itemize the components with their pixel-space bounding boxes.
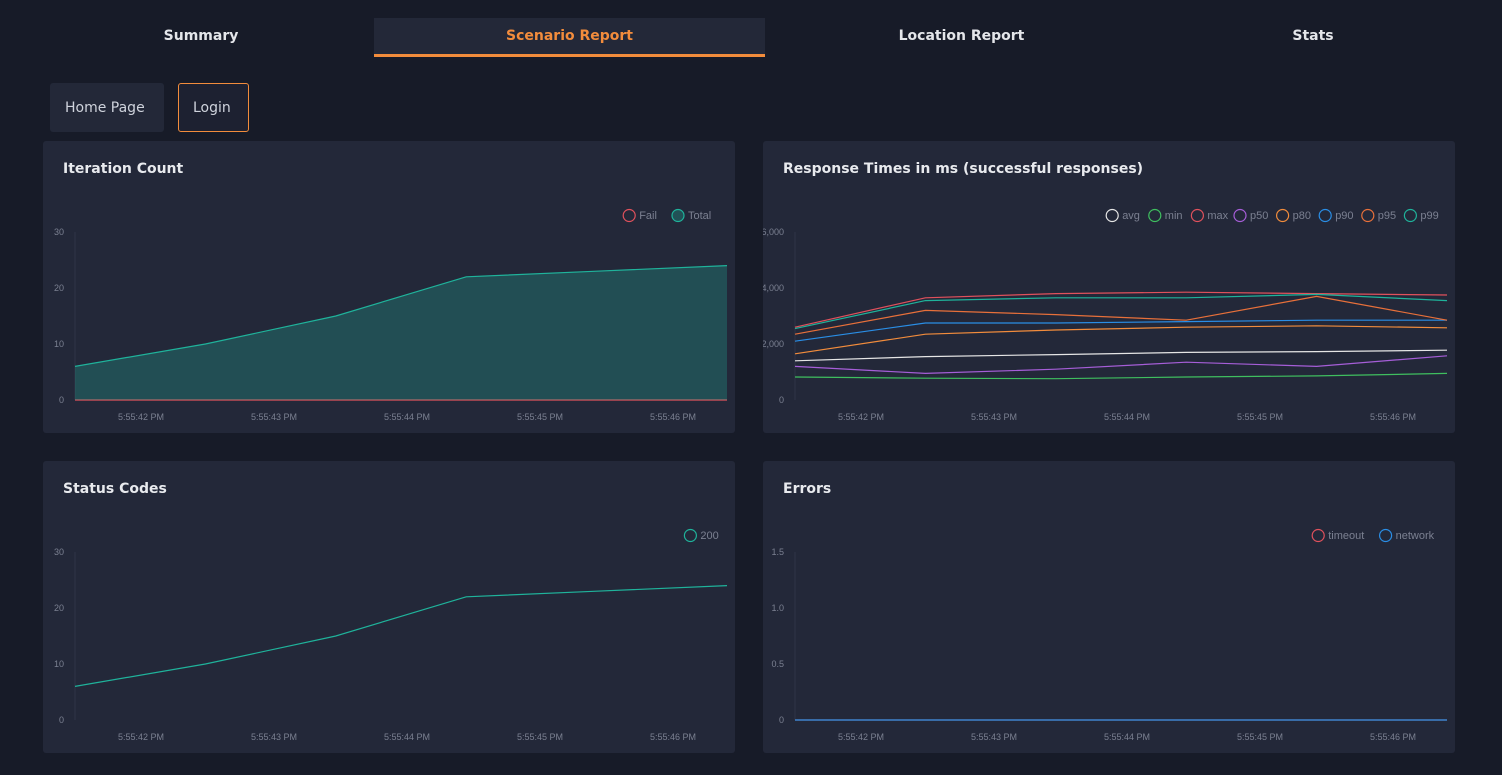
x-tick-label: 5:55:43 PM	[251, 732, 297, 742]
y-tick-label: 10	[54, 339, 64, 349]
legend-marker-p95	[1361, 208, 1375, 223]
series-line-avg	[794, 349, 1448, 362]
y-tick-label: 30	[54, 227, 64, 237]
series-line-p50	[794, 355, 1448, 375]
subtab-login[interactable]: Login	[178, 83, 249, 132]
legend-label-p50: p50	[1250, 210, 1268, 222]
y-tick-label: 0	[779, 395, 784, 405]
legend-marker-p50	[1233, 208, 1247, 223]
errors-panel: Errors 0 0.5 1.0 1.5 5:55:42 PM 5:55:43 PM 5:5…	[763, 461, 1455, 753]
tab-summary[interactable]: Summary	[163, 28, 239, 44]
tab-location-report[interactable]: Location Report	[898, 28, 1025, 44]
status-codes-chart: 0 10 20 30 5:55:42 PM 5:55:43 PM 5:55:44 PM 5:5…	[54, 528, 728, 742]
legend-label-p80: p80	[1293, 210, 1311, 222]
series-line-total	[74, 265, 728, 367]
series-line-min	[794, 372, 1448, 380]
x-tick-label: 5:55:45 PM	[517, 732, 563, 742]
y-tick-label: 20	[54, 283, 64, 293]
legend-label-p90: p90	[1335, 210, 1353, 222]
series-line-200	[74, 585, 728, 687]
y-tick-label: 0.5	[771, 659, 784, 669]
iteration-count-chart: 0 10 20 30 5:55:42 PM 5:55:43 PM 5:55:44 PM 5:5…	[54, 208, 728, 422]
legend-label-max: max	[1207, 210, 1228, 222]
x-tick-label: 5:55:44 PM	[1104, 732, 1150, 742]
x-tick-label: 5:55:45 PM	[1237, 732, 1283, 742]
legend-label-fail: Fail	[639, 210, 657, 222]
legend-marker-avg	[1105, 208, 1119, 223]
x-tick-label: 5:55:44 PM	[1104, 412, 1150, 422]
series-line-p90	[794, 319, 1447, 342]
tab-scenario-report[interactable]: Scenario Report	[374, 18, 765, 57]
x-tick-label: 5:55:42 PM	[838, 732, 884, 742]
legend-marker-200	[683, 528, 698, 543]
x-tick-label: 5:55:46 PM	[650, 412, 696, 422]
legend-label-total: Total	[688, 210, 711, 222]
panel-title: Iteration Count	[63, 161, 184, 177]
legend-label-p99: p99	[1420, 210, 1438, 222]
x-tick-label: 5:55:44 PM	[384, 732, 430, 742]
panel-title: Status Codes	[63, 481, 167, 497]
y-tick-label: 2,000	[763, 339, 784, 349]
series-line-p95	[794, 295, 1448, 335]
subtab-home-page[interactable]: Home Page	[50, 83, 164, 132]
series-line-p99	[794, 293, 1448, 330]
legend-label-p95: p95	[1378, 210, 1396, 222]
legend-marker-fail	[622, 208, 636, 223]
series-line-p80	[794, 325, 1448, 355]
x-tick-label: 5:55:45 PM	[517, 412, 563, 422]
legend-marker-total	[671, 208, 685, 223]
legend-marker-network	[1378, 528, 1393, 543]
y-tick-label: 6,000	[763, 227, 784, 237]
legend-marker-timeout	[1311, 528, 1325, 543]
x-tick-label: 5:55:42 PM	[118, 732, 164, 742]
x-tick-label: 5:55:45 PM	[1237, 412, 1283, 422]
report-tabs: Summary Scenario Report Location Report …	[0, 18, 1502, 57]
y-tick-label: 1.0	[771, 603, 784, 613]
panel-title: Response Times in ms (successful respons…	[783, 161, 1144, 177]
status-codes-panel: Status Codes 0 10 20 30 5:55:42 PM 5:55:43 PM…	[43, 461, 735, 753]
series-line-max	[794, 291, 1448, 328]
panel-title: Errors	[783, 481, 832, 497]
x-tick-label: 5:55:46 PM	[1370, 412, 1416, 422]
tab-stats[interactable]: Stats	[1292, 28, 1334, 44]
iteration-count-panel: Iteration Count 0 10 20 30 5:55:42 PM 5:55:43…	[43, 141, 735, 433]
y-tick-label: 30	[54, 547, 64, 557]
legend-marker-p99	[1403, 208, 1418, 223]
series-area-total	[75, 265, 727, 400]
y-tick-label: 0	[59, 395, 64, 405]
x-tick-label: 5:55:42 PM	[838, 412, 884, 422]
legend-marker-p90	[1318, 208, 1332, 223]
legend-marker-min	[1148, 208, 1162, 223]
y-tick-label: 1.5	[771, 547, 784, 557]
response-times-panel: Response Times in ms (successful respons…	[763, 141, 1455, 433]
y-tick-label: 0	[59, 715, 64, 725]
y-tick-label: 4,000	[763, 283, 784, 293]
x-tick-label: 5:55:43 PM	[251, 412, 297, 422]
x-tick-label: 5:55:42 PM	[118, 412, 164, 422]
x-tick-label: 5:55:43 PM	[971, 412, 1017, 422]
x-tick-label: 5:55:46 PM	[1370, 732, 1416, 742]
legend-label-min: min	[1165, 210, 1183, 222]
legend-label-200: 200	[700, 530, 718, 542]
y-tick-label: 0	[779, 715, 784, 725]
x-tick-label: 5:55:44 PM	[384, 412, 430, 422]
legend-label-timeout: timeout	[1328, 530, 1364, 542]
response-times-chart: 0 2,000 4,000 6,000 5:55:42 PM 5:55:43 PM 5:55…	[763, 208, 1448, 422]
legend-marker-p80	[1275, 208, 1290, 223]
legend-marker-max	[1190, 208, 1204, 223]
y-tick-label: 10	[54, 659, 64, 669]
legend-label-avg: avg	[1122, 210, 1140, 222]
y-tick-label: 20	[54, 603, 64, 613]
legend-label-network: network	[1396, 530, 1435, 542]
x-tick-label: 5:55:46 PM	[650, 732, 696, 742]
x-tick-label: 5:55:43 PM	[971, 732, 1017, 742]
errors-chart: 0 0.5 1.0 1.5 5:55:42 PM 5:55:43 PM 5:55:44 PM…	[771, 528, 1447, 742]
